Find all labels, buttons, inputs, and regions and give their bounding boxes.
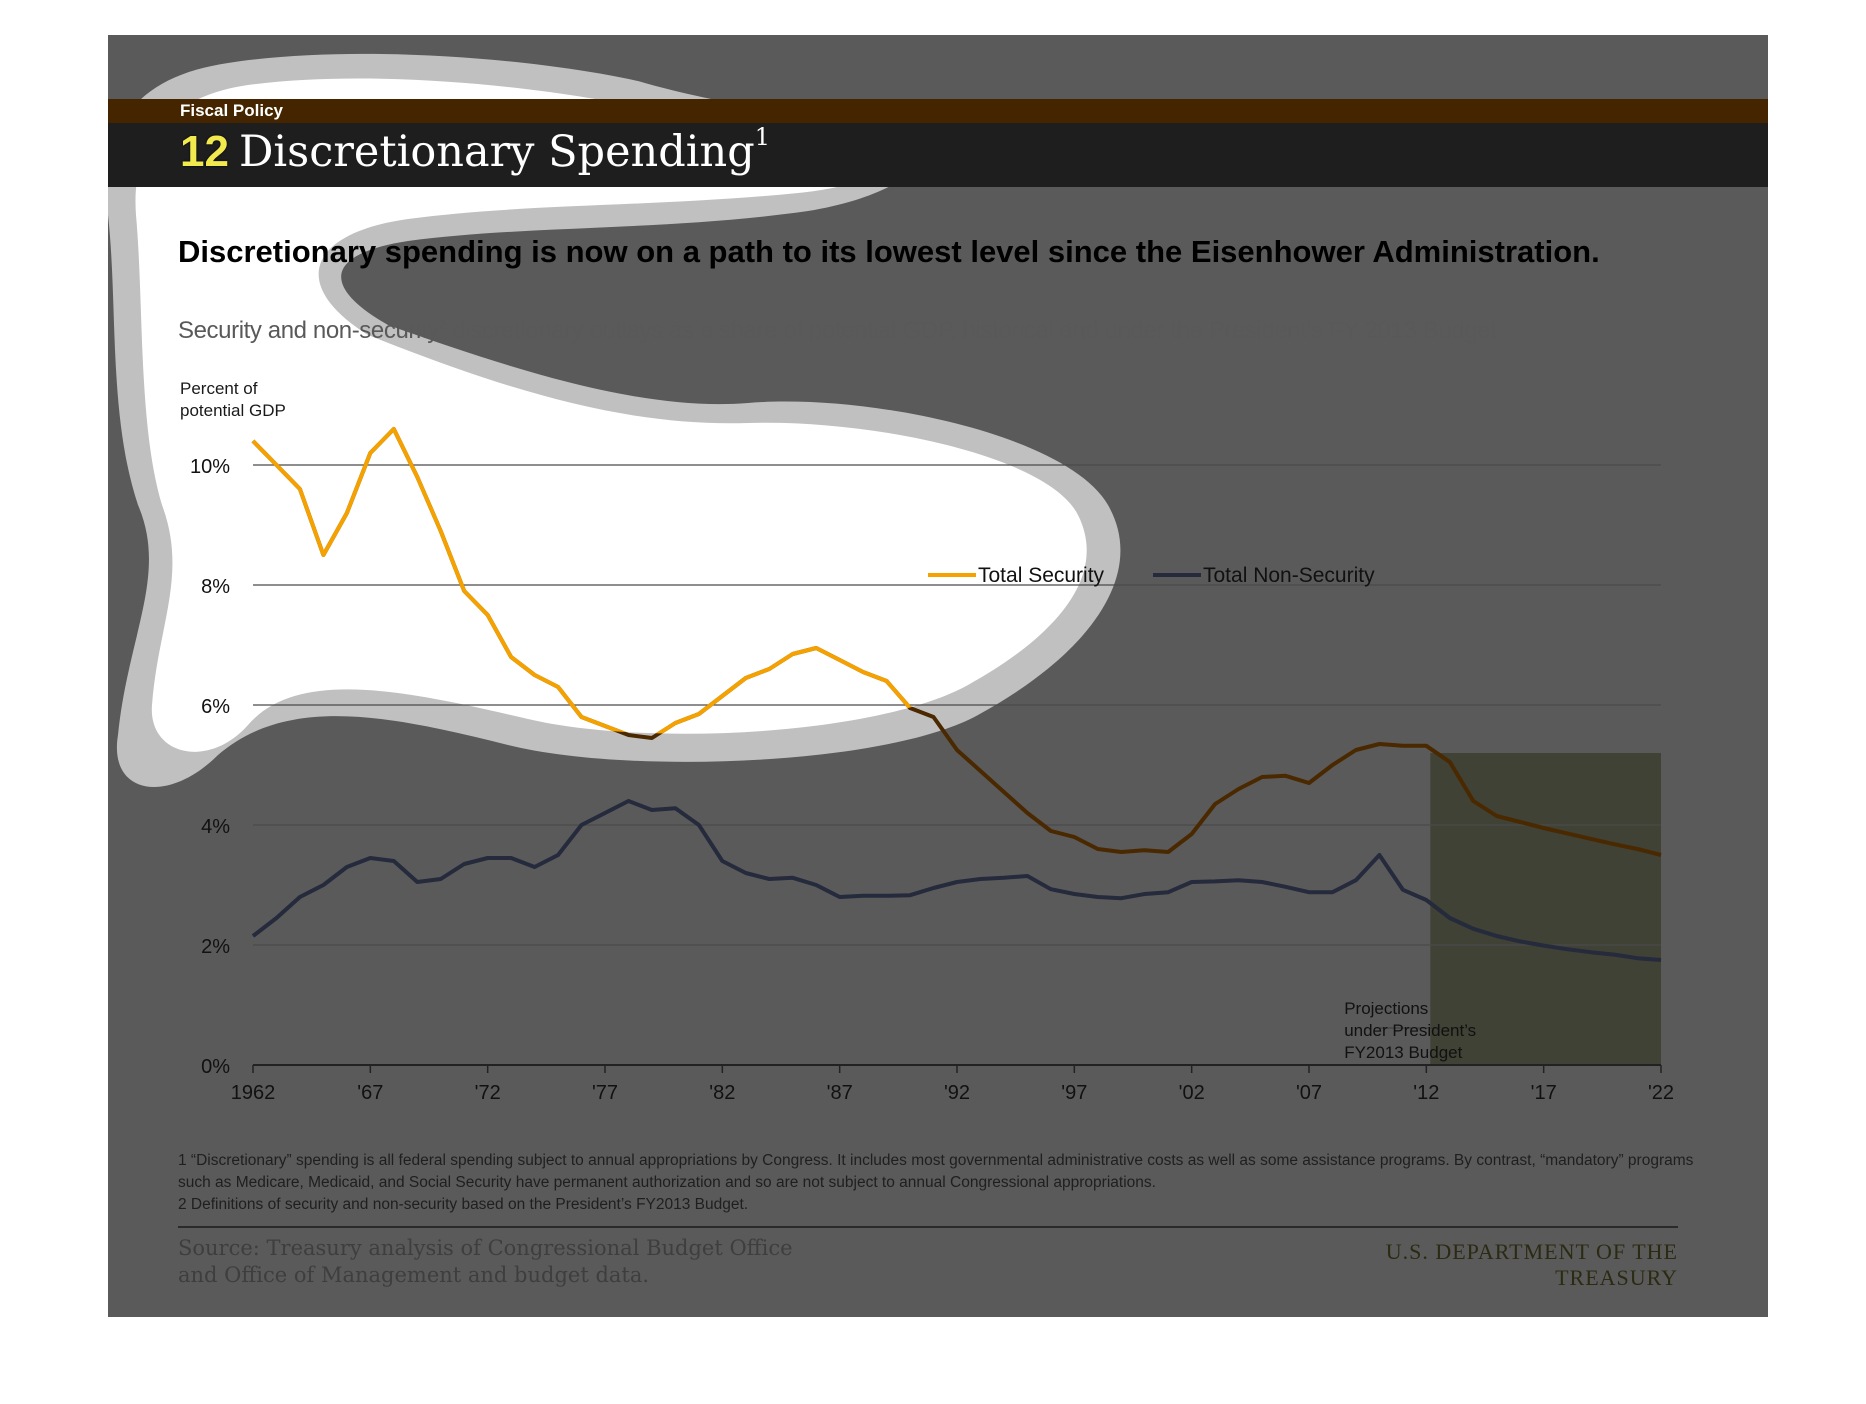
series-line-non-security [251, 799, 1662, 962]
subhead-part1: Security and non-security [178, 317, 439, 344]
subhead-part2: discretionary outlays as a share of pote… [446, 317, 1497, 344]
x-tick-label: '82 [709, 1082, 735, 1104]
x-tick-label: '92 [944, 1082, 970, 1104]
series-lines [251, 427, 1662, 962]
x-tick-label: '02 [1179, 1082, 1205, 1104]
x-tick-label: '87 [827, 1082, 853, 1104]
x-tick-label: '77 [592, 1082, 618, 1104]
legend-label-2: Total Non-Security [1203, 564, 1375, 587]
x-tick-label: '67 [357, 1082, 383, 1104]
footnote-2: 2 Definitions of security and non-securi… [178, 1196, 749, 1213]
axes: 0% 2% 4% 6% 8% 10% 1962 '67 '72 '77 '82 '87 '92 '97 '0… [190, 456, 1674, 1104]
projection-shade [1430, 753, 1661, 1065]
y-tick-label: 2% [201, 936, 230, 958]
x-tick-label: '97 [1061, 1082, 1087, 1104]
legend: Total Security Total Non-Security [928, 564, 1375, 587]
footnote-1: 1 “Discretionary” spending is all federa… [178, 1152, 1694, 1191]
y-tick-label: 6% [201, 696, 230, 718]
y-tick-label: 10% [190, 456, 230, 478]
header-band [108, 99, 1768, 123]
x-tick-label: '12 [1413, 1082, 1439, 1104]
page-title-text: Discretionary Spending [238, 127, 755, 177]
agency-name: U.S. DEPARTMENT OF THE TREASURY [1385, 1239, 1678, 1290]
y-tick-label: 0% [201, 1056, 230, 1078]
y-axis-label-line1: Percent of [180, 379, 258, 398]
headline: Discretionary spending is now on a path … [178, 234, 1600, 269]
page-title: 12 Discretionary Spending1 [180, 123, 770, 177]
projection-label-line-1: Projections [1344, 999, 1428, 1018]
x-tick-label: '17 [1531, 1082, 1557, 1104]
projection-label-line-3: FY2013 Budget [1344, 1043, 1462, 1062]
source-note: Source: Treasury analysis of Congression… [178, 1235, 878, 1289]
legend-label-1: Total Security [978, 564, 1105, 587]
projection-label-line-2: under President’s [1344, 1021, 1476, 1040]
subhead-footnote-marker: 2 [438, 316, 447, 332]
x-tick-label: 1962 [231, 1082, 276, 1104]
title-band [108, 123, 1768, 187]
page-number: 12 [180, 127, 229, 176]
chart: Projections under President’s FY2013 Budge… [180, 379, 1674, 1104]
y-axis-label-line2: potential GDP [180, 401, 286, 420]
subheadline: Security and non-security2 discretionary… [178, 316, 1678, 345]
slide: Fiscal Policy 12 Discretionary Spending1 … [108, 35, 1768, 1317]
projection-layer: Projections under President’s FY2013 Budge… [1344, 753, 1661, 1065]
x-tick-label: '72 [475, 1082, 501, 1104]
y-tick-label: 8% [201, 576, 230, 598]
source-line-1: Source: Treasury analysis of Congression… [178, 1236, 793, 1260]
x-tick-label: '07 [1296, 1082, 1322, 1104]
spotlight-overlay [108, 53, 1121, 788]
source-line-2: and Office of Management and budget data… [178, 1263, 650, 1287]
footnotes: 1 “Discretionary” spending is all federa… [178, 1150, 1698, 1216]
y-tick-label: 4% [201, 816, 230, 838]
gridlines [253, 464, 1661, 946]
x-tick-label: '22 [1648, 1082, 1674, 1104]
footer-divider [178, 1226, 1678, 1228]
spotlight-core [135, 78, 1087, 752]
title-footnote-marker: 1 [754, 122, 771, 151]
section-label: Fiscal Policy [180, 101, 283, 120]
